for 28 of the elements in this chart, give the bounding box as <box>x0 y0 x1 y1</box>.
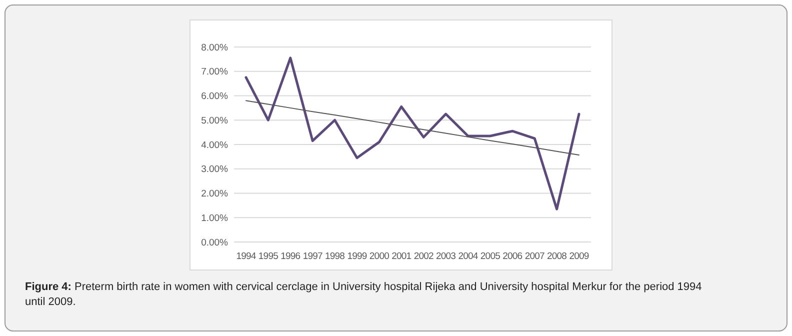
y-tick-label: 1.00% <box>201 212 229 224</box>
x-tick-label: 2007 <box>524 251 544 262</box>
x-tick-label: 2001 <box>392 251 412 262</box>
x-tick-label: 2000 <box>369 251 390 262</box>
x-tick-label: 2009 <box>569 251 589 262</box>
y-tick-label: 8.00% <box>201 42 229 54</box>
caption: Figure 4: Preterm birth rate in women with cervical cerclage in University hospital Rijeka and University hospital Merkur for the period 1994 until 2009. <box>25 281 702 308</box>
x-tick-label: 2005 <box>480 251 500 262</box>
x-tick-label: 1994 <box>236 251 256 262</box>
y-tick-label: 5.00% <box>201 115 229 126</box>
line-series <box>244 56 580 210</box>
x-tick-label: 2004 <box>458 251 478 262</box>
y-tick-label: 2.00% <box>201 188 229 200</box>
y-tick-label: 6.00% <box>201 91 229 102</box>
x-tick-label: 2002 <box>414 251 434 262</box>
line-series <box>246 100 580 156</box>
x-tick-label: 2003 <box>436 251 456 262</box>
x-tick-label: 1995 <box>258 251 278 262</box>
y-tick-label: 0.00% <box>201 237 229 248</box>
x-tick-label: 1999 <box>347 251 367 262</box>
x-tick-label: 2006 <box>502 251 522 262</box>
x-tick-label: 2008 <box>547 251 567 262</box>
y-tick-label: 3.00% <box>201 164 229 176</box>
y-tick-label: 7.00% <box>201 66 229 78</box>
x-tick-label: 1996 <box>280 251 300 262</box>
x-tick-label: 1998 <box>325 251 345 262</box>
x-tick-label: 1997 <box>302 251 322 262</box>
y-tick-label: 4.00% <box>201 140 229 151</box>
